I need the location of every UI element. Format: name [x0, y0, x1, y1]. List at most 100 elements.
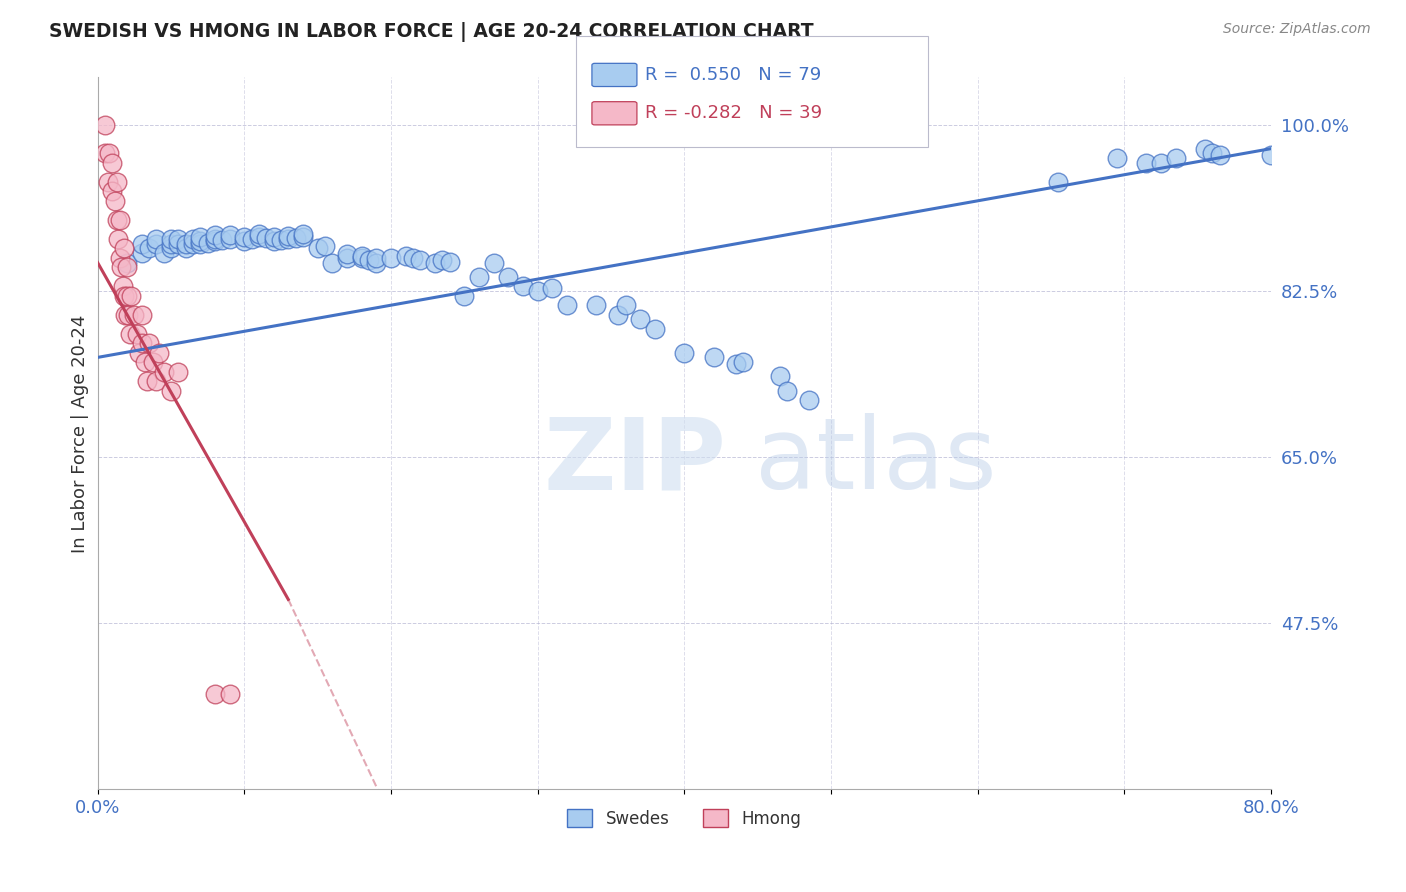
Point: [644, 322, 666, 336]
Point: [127, 326, 149, 341]
Point: [118, 326, 141, 341]
Point: [277, 232, 299, 246]
Point: [152, 246, 174, 260]
Point: [357, 252, 380, 267]
Point: [167, 232, 190, 246]
Point: [131, 246, 153, 260]
Point: [263, 234, 285, 248]
Point: [409, 252, 432, 267]
Point: [160, 384, 183, 398]
Point: [366, 251, 388, 265]
Point: [555, 298, 578, 312]
Text: R =  0.550   N = 79: R = 0.550 N = 79: [645, 66, 821, 84]
Point: [107, 232, 129, 246]
Point: [1107, 151, 1129, 165]
Point: [1201, 146, 1223, 161]
Point: [174, 236, 197, 251]
Point: [247, 230, 270, 244]
Point: [128, 345, 150, 359]
Legend: Swedes, Hmong: Swedes, Hmong: [561, 803, 808, 834]
Point: [233, 234, 256, 248]
Point: [541, 281, 564, 295]
Point: [152, 365, 174, 379]
Point: [380, 251, 402, 265]
Point: [218, 232, 240, 246]
Point: [181, 232, 204, 246]
Point: [247, 227, 270, 241]
Point: [160, 232, 183, 246]
Point: [724, 357, 747, 371]
Point: [94, 118, 117, 132]
Point: [105, 212, 128, 227]
Point: [134, 355, 156, 369]
Point: [115, 260, 138, 275]
Point: [321, 255, 343, 269]
Point: [218, 687, 240, 701]
Point: [108, 251, 131, 265]
Point: [188, 230, 211, 244]
Text: ZIP: ZIP: [544, 413, 727, 510]
Point: [174, 241, 197, 255]
Point: [1194, 142, 1216, 156]
Point: [167, 365, 190, 379]
Point: [112, 289, 135, 303]
Point: [218, 227, 240, 242]
Point: [211, 233, 233, 247]
Point: [115, 289, 138, 303]
Point: [160, 241, 183, 255]
Point: [110, 260, 132, 275]
Point: [1047, 175, 1070, 189]
Point: [111, 279, 134, 293]
Point: [97, 175, 120, 189]
Point: [585, 298, 607, 312]
Point: [114, 308, 136, 322]
Point: [122, 308, 145, 322]
Point: [270, 233, 292, 247]
Point: [197, 235, 219, 250]
Point: [614, 298, 637, 312]
Point: [468, 269, 491, 284]
Point: [115, 255, 138, 269]
Text: atlas: atlas: [755, 413, 997, 510]
Point: [512, 279, 534, 293]
Point: [117, 308, 139, 322]
Point: [101, 156, 124, 170]
Point: [167, 236, 190, 251]
Point: [204, 687, 226, 701]
Point: [131, 236, 153, 251]
Point: [703, 351, 725, 365]
Point: [145, 236, 167, 251]
Point: [181, 236, 204, 251]
Point: [148, 345, 170, 359]
Point: [498, 269, 520, 284]
Point: [101, 184, 124, 198]
Point: [439, 254, 461, 268]
Point: [769, 369, 792, 384]
Point: [98, 146, 121, 161]
Point: [1209, 148, 1232, 162]
Point: [797, 393, 820, 408]
Point: [131, 336, 153, 351]
Point: [204, 227, 226, 242]
Point: [136, 374, 159, 388]
Point: [350, 249, 373, 263]
Point: [432, 252, 454, 267]
Point: [307, 241, 329, 255]
Point: [204, 232, 226, 246]
Point: [453, 289, 475, 303]
Point: [607, 308, 630, 322]
Text: SWEDISH VS HMONG IN LABOR FORCE | AGE 20-24 CORRELATION CHART: SWEDISH VS HMONG IN LABOR FORCE | AGE 20…: [49, 22, 814, 42]
Point: [188, 236, 211, 251]
Point: [277, 228, 299, 243]
Point: [188, 234, 211, 248]
Point: [138, 241, 160, 255]
Y-axis label: In Labor Force | Age 20-24: In Labor Force | Age 20-24: [72, 314, 89, 552]
Point: [336, 247, 359, 261]
Point: [402, 251, 425, 265]
Point: [350, 251, 373, 265]
Point: [673, 345, 696, 359]
Point: [112, 241, 135, 255]
Point: [291, 230, 314, 244]
Point: [120, 289, 142, 303]
Text: R = -0.282   N = 39: R = -0.282 N = 39: [645, 104, 823, 122]
